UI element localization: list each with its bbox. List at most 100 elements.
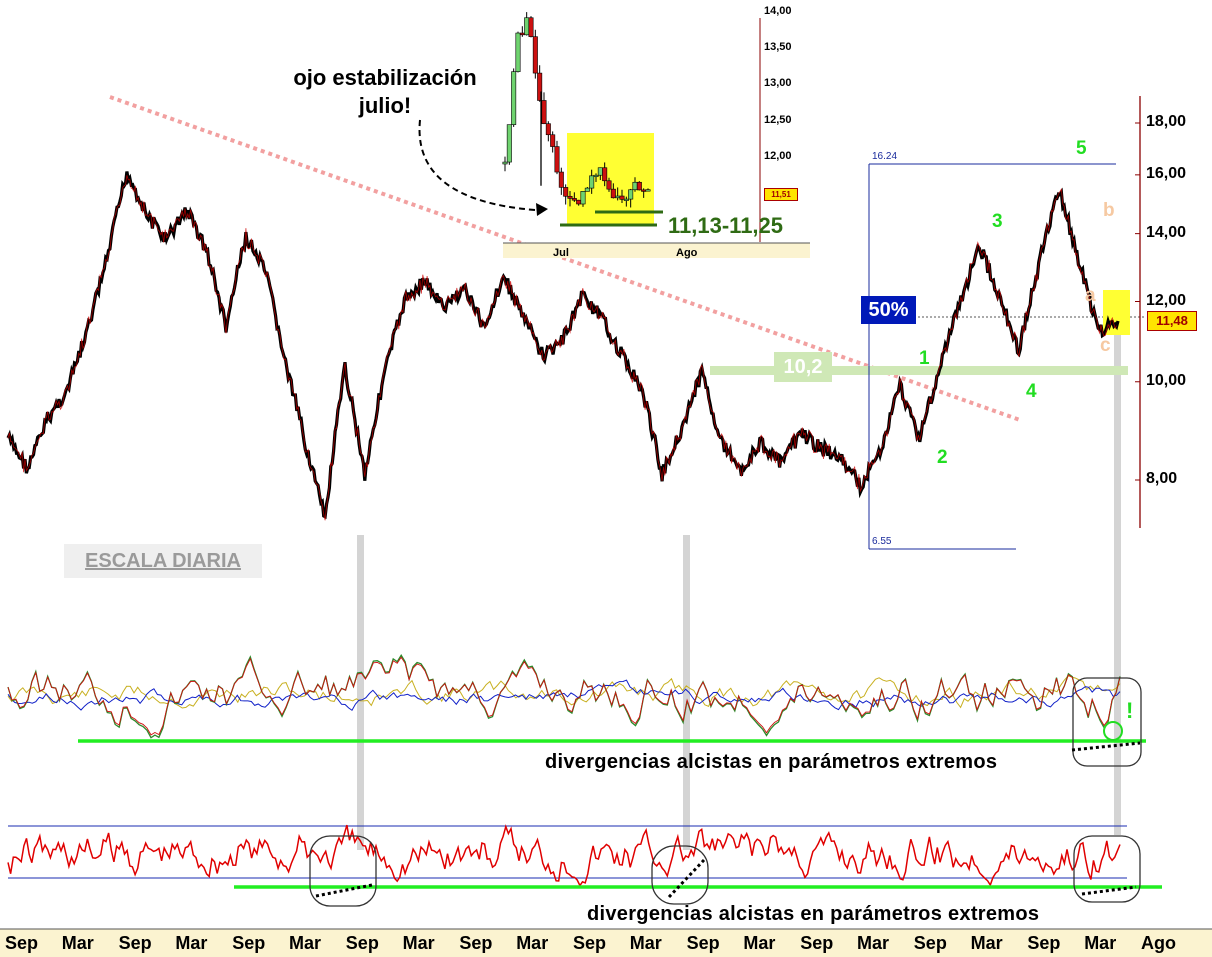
price-series-candles <box>7 175 1117 521</box>
fib-50-badge: 50% <box>861 296 916 324</box>
x-tick-label: Sep <box>5 933 39 953</box>
inset-candle <box>584 187 590 192</box>
inset-y-tick-label: 13,50 <box>764 41 792 53</box>
x-tick-label: Mar <box>857 933 890 953</box>
inset-candle <box>519 32 525 36</box>
low-marker-bar <box>357 535 364 850</box>
inset-y-tick-label: 12,50 <box>764 113 792 126</box>
inset-y-tick-label: 14,00 <box>764 4 792 17</box>
wave-label-3: 3 <box>992 211 1003 232</box>
inset-candle <box>589 175 595 189</box>
inset-candle <box>528 17 534 37</box>
inset-candle <box>502 161 508 165</box>
x-tick-label: Mar <box>516 933 549 953</box>
x-tick-label: Ago <box>1141 933 1176 953</box>
inset-candle <box>541 100 547 124</box>
inset-candle <box>554 146 560 173</box>
x-tick-label: Sep <box>232 933 266 953</box>
inset-candle <box>580 191 586 205</box>
last-price-tag: 11,48 <box>1147 311 1197 331</box>
correction-label-c: c <box>1100 335 1111 356</box>
y-tick-label: 10,00 <box>1146 371 1187 389</box>
inset-candle <box>537 72 543 101</box>
inset-candle <box>597 167 603 176</box>
wave-label-2: 2 <box>937 447 948 468</box>
inset-candle <box>567 195 573 199</box>
wave-label-4: 4 <box>1026 381 1037 402</box>
x-tick-label: Sep <box>686 933 720 953</box>
fib-low-label: 6.55 <box>872 536 892 547</box>
range-label: 11,13-11,25 <box>668 213 784 238</box>
inset-candle <box>610 188 616 199</box>
osc1-small-circle <box>1103 721 1123 741</box>
divergence-text-1: divergencias alcistas en parámetros extr… <box>545 751 998 773</box>
x-tick-label: Mar <box>175 933 208 953</box>
y-tick-label: 18,00 <box>1146 113 1187 130</box>
y-tick-label: 14,00 <box>1146 223 1187 241</box>
x-tick-label: Mar <box>289 933 322 953</box>
bearish-trendline <box>109 95 1021 422</box>
inset-candle <box>563 187 569 197</box>
inset-candle <box>623 198 629 201</box>
x-tick-label: Mar <box>1084 933 1117 953</box>
inset-candle <box>636 181 642 191</box>
x-tick-label: Sep <box>573 933 607 953</box>
inset-y-tick-label: 12,00 <box>764 149 792 162</box>
inset-y-tick-label: 13,00 <box>764 77 792 90</box>
wave-label-1: 1 <box>919 348 930 369</box>
low-marker-bar <box>683 535 690 850</box>
y-tick-label: 8,00 <box>1146 470 1178 487</box>
osc2-dotted-trend <box>667 858 706 899</box>
inset-candle <box>558 171 564 188</box>
inset-candle <box>645 189 651 192</box>
divergence-text-2: divergencias alcistas en parámetros extr… <box>587 903 1040 925</box>
x-tick-label: Sep <box>118 933 152 953</box>
scale-label: ESCALA DIARIA <box>64 544 262 578</box>
inset-x-axis-bg <box>503 243 810 258</box>
low-marker-bar <box>1114 335 1121 835</box>
x-tick-label: Sep <box>800 933 834 953</box>
osc1-red <box>7 656 1121 736</box>
wave-label-5: 5 <box>1076 138 1087 159</box>
inset-last-price-tag: 11,51 <box>764 188 798 201</box>
arrow-head <box>536 203 548 216</box>
exclaim-mark: ! <box>1126 698 1134 723</box>
inset-candle <box>515 32 521 72</box>
inset-candle <box>632 181 638 191</box>
curved-arrow <box>418 119 536 211</box>
osc2-circle <box>651 845 709 905</box>
osc2-circle <box>1073 835 1141 903</box>
x-tick-label: Sep <box>345 933 379 953</box>
inset-candle <box>532 36 538 74</box>
inset-x-tick-label: Jul <box>553 247 569 259</box>
inset-candle <box>593 174 599 178</box>
inset-candles <box>502 12 651 208</box>
inset-candle <box>619 195 625 200</box>
osc2-line <box>7 824 1121 887</box>
osc1-highlight-circle <box>1072 677 1142 767</box>
oscillator-2 <box>7 824 1162 907</box>
y-tick-label: 16,00 <box>1146 164 1187 182</box>
inset-candle <box>615 195 621 199</box>
support-zone-label: 10,2 <box>774 352 832 382</box>
inset-chart <box>502 12 810 258</box>
inset-candle <box>545 123 551 136</box>
y-tick-label: 12,00 <box>1146 291 1187 309</box>
inset-candle <box>576 199 582 205</box>
osc1-blue <box>7 679 1121 712</box>
x-tick-label: Mar <box>629 933 662 953</box>
x-tick-label: Mar <box>402 933 435 953</box>
x-tick-label: Sep <box>459 933 493 953</box>
x-tick-label: Sep <box>913 933 947 953</box>
stabilization-note: ojo estabilización julio! <box>293 65 477 118</box>
support-zone-band <box>710 366 1128 375</box>
correction-label-b: b <box>1103 200 1115 221</box>
inset-candle <box>524 17 530 36</box>
x-tick-label: Mar <box>970 933 1003 953</box>
inset-candle <box>641 189 647 192</box>
inset-x-tick-label: Ago <box>676 247 698 259</box>
x-tick-label: Sep <box>1027 933 1061 953</box>
inset-highlight <box>567 133 654 225</box>
inset-candle <box>606 180 612 190</box>
